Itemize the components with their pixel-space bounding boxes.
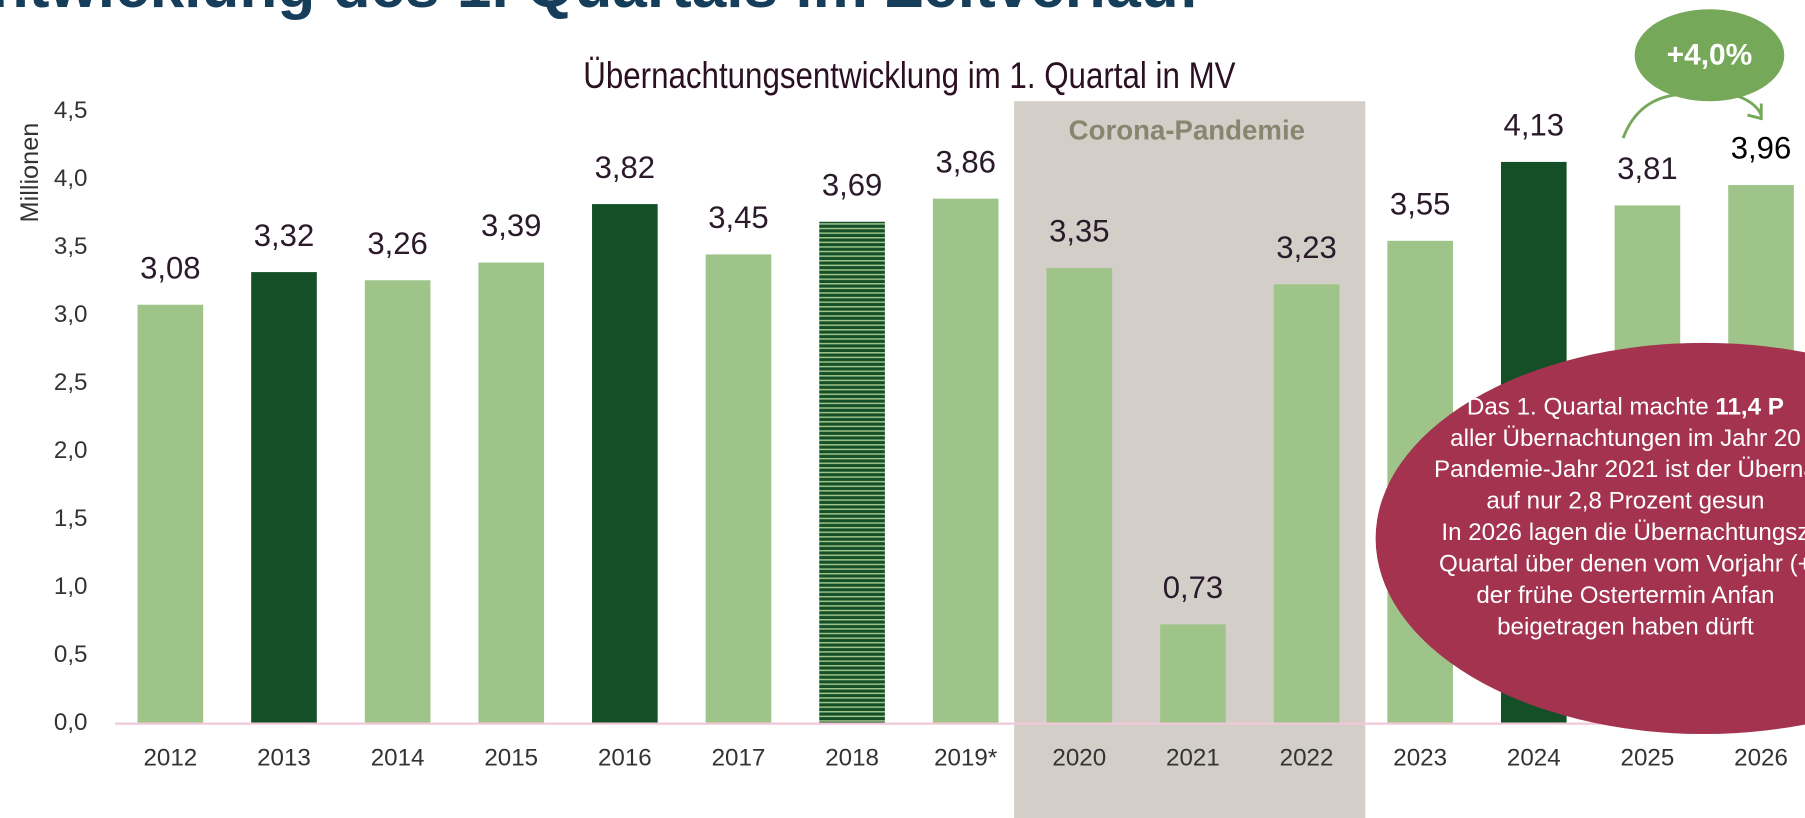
value-label: 3,55 (1390, 187, 1450, 222)
y-tick-label: 3,0 (54, 301, 88, 328)
callout-line: beigetragen haben dürft (1497, 614, 1754, 641)
callout-text: Pandemie-Jahr 2021 ist der Überna (1434, 457, 1805, 484)
bar (705, 254, 772, 724)
change-label: +4,0% (1667, 38, 1753, 71)
bar (1273, 284, 1340, 724)
value-label: 0,73 (1163, 570, 1223, 605)
callout-text: Das 1. Quartal machte (1467, 394, 1715, 421)
callout-line: Pandemie-Jahr 2021 ist der Überna (1434, 457, 1805, 484)
bar (819, 221, 885, 724)
callout (1375, 342, 1805, 734)
bar (1046, 268, 1113, 724)
bar (251, 272, 317, 724)
value-label: 3,32 (254, 218, 314, 253)
callout-line: auf nur 2,8 Prozent gesun (1486, 488, 1764, 515)
callout-text: aller Übernachtungen im Jahr 20 (1450, 425, 1801, 452)
value-label: 3,82 (595, 150, 655, 185)
x-tick-label: 2019* (934, 745, 998, 772)
value-label: 3,35 (1049, 214, 1109, 249)
value-label: 3,39 (481, 208, 541, 243)
value-label: 3,45 (708, 200, 768, 235)
x-tick-label: 2018 (825, 745, 879, 772)
x-tick-label: 2014 (371, 745, 425, 772)
value-label: 3,69 (822, 167, 882, 202)
y-tick-label: 1,0 (54, 573, 88, 600)
band-label: Corona-Pandemie (1069, 115, 1305, 146)
y-tick-label: 1,5 (54, 505, 88, 532)
value-label: 3,08 (140, 250, 200, 285)
callout-line: aller Übernachtungen im Jahr 20 (1450, 425, 1801, 452)
bar (1160, 624, 1226, 724)
change-bubble (1634, 9, 1785, 102)
callout-line: Das 1. Quartal machte 11,4 P (1467, 394, 1784, 421)
value-label: 4,13 (1504, 108, 1564, 143)
callout-line: Quartal über denen vom Vorjahr (+ (1439, 551, 1805, 578)
y-tick-label: 3,5 (54, 233, 88, 260)
y-tick-label: 2,0 (54, 437, 88, 464)
x-tick-label: 2022 (1280, 745, 1334, 772)
callout-text: In 2026 lagen die Übernachtungsz (1441, 519, 1805, 546)
bar (364, 280, 431, 724)
y-tick-label: 4,5 (54, 97, 88, 124)
x-tick-label: 2015 (484, 745, 538, 772)
callout-line: In 2026 lagen die Übernachtungsz (1441, 519, 1805, 546)
bar (137, 304, 204, 724)
callout-text: der frühe Ostertermin Anfan (1476, 582, 1774, 609)
arrow (1621, 92, 1693, 139)
x-tick-label: 2017 (712, 745, 766, 772)
y-tick-label: 2,5 (54, 369, 88, 396)
x-tick-label: 2012 (143, 745, 197, 772)
callout-text: Das 1. Quartal machte 11,4 P aller Überna… (1434, 394, 1805, 641)
callout-text: beigetragen haben dürft (1497, 614, 1754, 641)
page-title: ntwicklung des 1. Quartals im Zeitverlau… (0, 0, 1200, 21)
x-tick-label: 2026 (1734, 745, 1788, 772)
bar (592, 204, 658, 724)
callout-bold: 11,4 P (1715, 394, 1784, 421)
callout-text: auf nur 2,8 Prozent gesun (1486, 488, 1764, 515)
bar (932, 198, 999, 724)
x-tick-label: 2025 (1621, 745, 1675, 772)
value-label: 3,86 (935, 144, 995, 179)
y-tick-label: 0,5 (54, 641, 88, 668)
value-label: 3,23 (1276, 230, 1336, 265)
chart-title: Übernachtungsentwicklung im 1. Quartal i… (583, 56, 1235, 97)
x-tick-label: 2024 (1507, 745, 1561, 772)
bar (478, 262, 545, 724)
x-tick-label: 2020 (1052, 745, 1106, 772)
value-label: 3,26 (367, 226, 427, 261)
callout-text: Quartal über denen vom Vorjahr (+ (1439, 551, 1805, 578)
callout-line: der frühe Ostertermin Anfan (1476, 582, 1774, 609)
x-tick-label: 2016 (598, 745, 652, 772)
arrow (1732, 92, 1763, 121)
x-tick-label: 2021 (1166, 745, 1220, 772)
value-label: 3,96 (1731, 131, 1791, 166)
x-tick-label: 2013 (257, 745, 311, 772)
y-axis-label: Millionen (16, 123, 44, 223)
y-tick-label: 0,0 (54, 709, 88, 736)
y-tick-label: 4,0 (54, 165, 88, 192)
x-tick-label: 2023 (1393, 745, 1447, 772)
value-label: 3,81 (1617, 151, 1677, 186)
